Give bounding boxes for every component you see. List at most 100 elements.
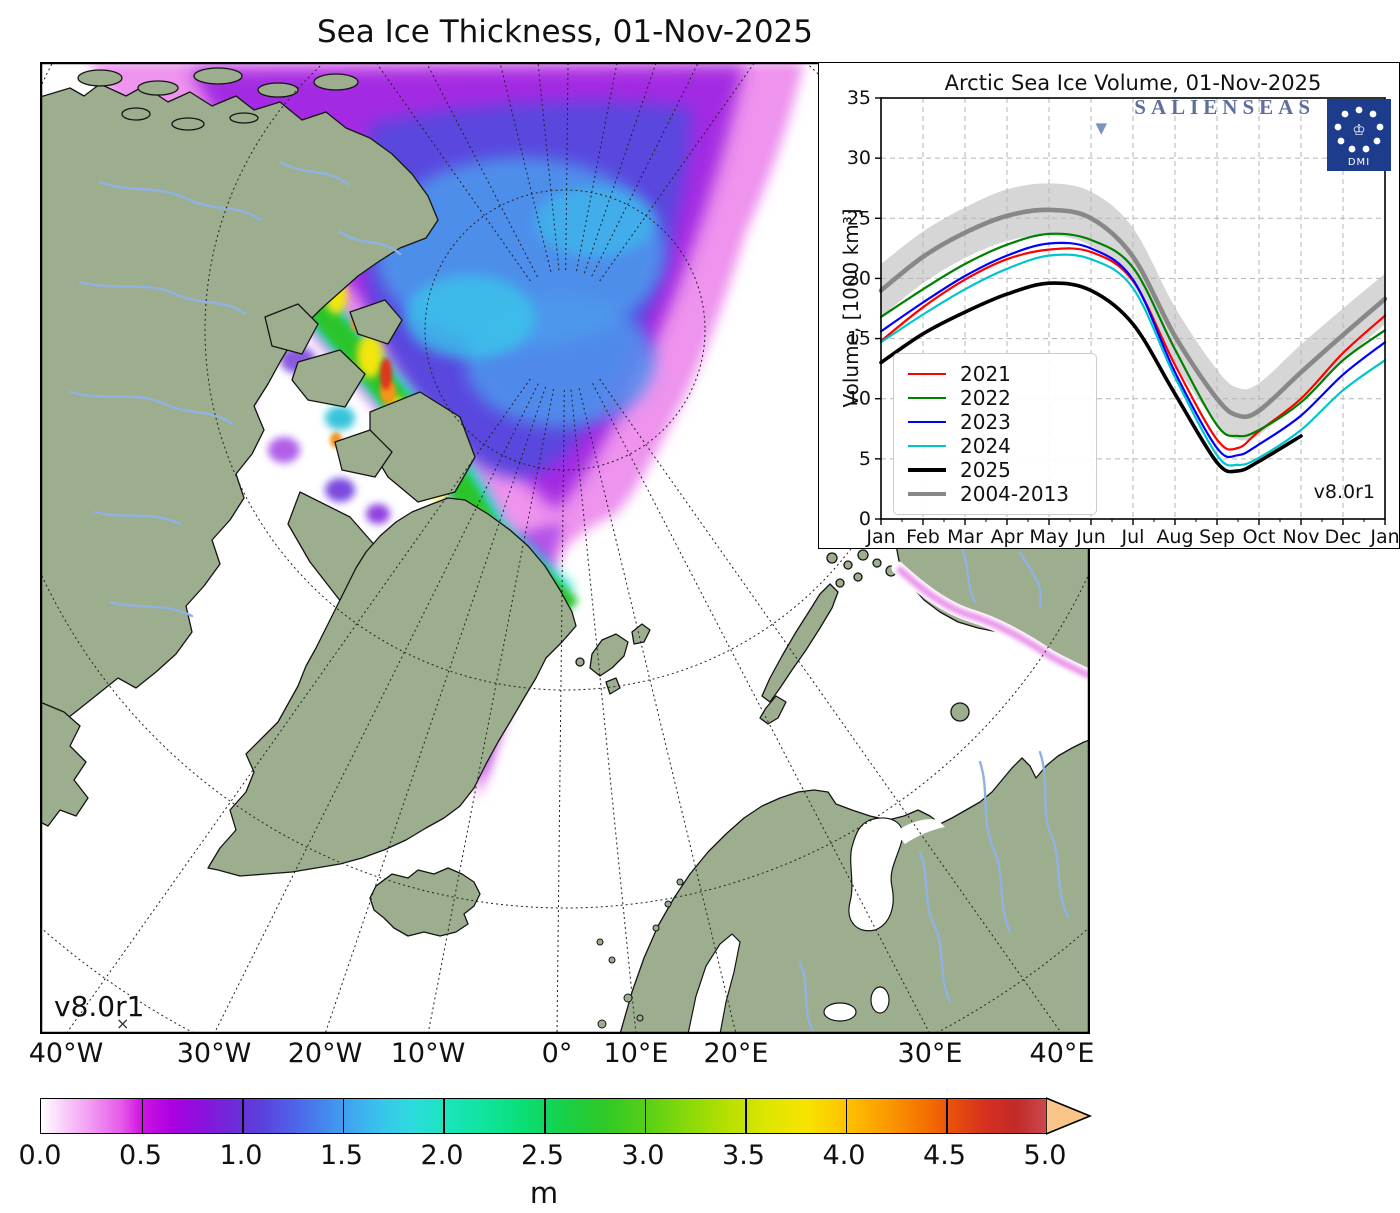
lon-label: 30°E [897, 1038, 963, 1069]
lake-ladoga [823, 1002, 857, 1022]
legend-row: 2025 [908, 458, 1086, 482]
y-tick-label: 20 [847, 267, 871, 289]
lon-label: 40°W [28, 1038, 104, 1069]
y-tick-label: 0 [859, 508, 871, 530]
month-tick-label: May [1029, 526, 1068, 547]
land-labrador [40, 701, 89, 827]
colorbar-tick [342, 1099, 345, 1133]
inset-y-axis-label: Volume, [1000 km³] [839, 208, 863, 408]
colorbar-tick-label: 0.0 [18, 1140, 62, 1171]
y-tick-label: 5 [859, 448, 871, 470]
colorbar-tick-label: 4.5 [923, 1140, 966, 1171]
y-tick-label: 10 [847, 388, 871, 410]
colorbar-tick [644, 1099, 647, 1133]
white-sea-throat [895, 819, 945, 844]
map-version-label: v8.0r1 [54, 990, 145, 1023]
colorbar-tick [946, 1099, 948, 1133]
legend-row: 2024 [908, 434, 1086, 458]
rivers [68, 160, 1070, 1032]
colorbar-arrow [1046, 1097, 1093, 1135]
inset-chart-title: Arctic Sea Ice Volume, 01-Nov-2025 [944, 71, 1322, 95]
legend-label: 2022 [960, 386, 1011, 410]
legend-label: 2024 [960, 434, 1011, 458]
lake-onega [870, 986, 890, 1014]
month-tick-label: Nov [1282, 526, 1319, 547]
series-2023 [879, 241, 1387, 459]
series-2024 [879, 253, 1387, 467]
series-2004-2013 [878, 207, 1388, 420]
lon-label: 20°W [287, 1038, 363, 1069]
series-2025 [879, 281, 1303, 474]
colorbar-tick-label: 1.5 [320, 1140, 363, 1171]
inset-legend: 2021 2022 2023 2024 2025 2004-2013 [893, 353, 1097, 515]
y-tick-label: 30 [847, 147, 871, 169]
month-tick-label: Jul [1121, 526, 1145, 547]
month-tick-label: Apr [991, 526, 1024, 547]
y-tick-label: 15 [847, 328, 871, 350]
month-tick-label: Dec [1325, 526, 1362, 547]
colorbar-tick-label: 2.5 [521, 1140, 564, 1171]
salienseas-logo: SALIENSEAS [1134, 95, 1315, 119]
legend-label: 2025 [960, 458, 1011, 482]
legend-swatch-2024 [908, 444, 946, 448]
lon-label: 20°E [703, 1038, 769, 1069]
land-kolguev [950, 702, 970, 722]
lon-label: 40°E [1029, 1038, 1095, 1069]
lon-label: 10°W [390, 1038, 466, 1069]
thickness-colorbar [40, 1098, 1048, 1134]
month-tick-label: Feb [906, 526, 940, 547]
legend-swatch-2023 [908, 420, 946, 424]
colorbar-tick [443, 1099, 445, 1133]
kara-channel [891, 561, 1090, 683]
colorbar-tick-label: 1.0 [219, 1140, 263, 1171]
colorbar-tick-label: 3.5 [722, 1140, 765, 1171]
land-north-america [40, 83, 439, 735]
colorbar-unit-label: m [529, 1176, 559, 1210]
land-arctic-islands [77, 67, 476, 633]
colorbar-tick-label: 4.0 [822, 1140, 866, 1171]
land-iceland [369, 867, 481, 937]
dmi-crown-icon: ♔ [1352, 121, 1365, 139]
y-tick-label: 35 [847, 87, 871, 109]
colorbar-tick-label: 2.0 [420, 1140, 464, 1171]
colorbar-tick [242, 1099, 244, 1133]
month-tick-label: Oct [1243, 526, 1276, 547]
legend-label: 2021 [960, 362, 1011, 386]
legend-label: 2004-2013 [960, 482, 1070, 506]
colorbar-tick-label: 0.5 [119, 1140, 162, 1171]
colorbar-tick [141, 1099, 144, 1133]
colorbar-tick-label: 3.0 [621, 1140, 665, 1171]
month-tick-label: Aug [1156, 526, 1193, 547]
inset-version-label: v8.0r1 [1313, 481, 1375, 503]
land-novaya-zemlya [759, 583, 839, 725]
legend-row: 2021 [908, 362, 1086, 386]
lon-label: 10°E [603, 1038, 669, 1069]
legend-swatch-2025 [908, 468, 946, 472]
volume-inset-chart: Arctic Sea Ice Volume, 01-Nov-2025 Volum… [818, 62, 1400, 549]
legend-label: 2023 [960, 410, 1011, 434]
month-tick-label: Jan [1369, 526, 1398, 547]
map-x-marker: × [116, 1014, 130, 1033]
land-greenland [207, 497, 577, 877]
month-tick-label: Sep [1199, 526, 1235, 547]
salienseas-anchor-icon: ▼ [1095, 119, 1107, 137]
dmi-logo: ♔ DMI [1327, 99, 1391, 171]
legend-swatch-2021 [908, 372, 946, 376]
dmi-text: DMI [1348, 157, 1370, 168]
lon-label: 0° [541, 1038, 573, 1069]
dmi-dot-ring [1334, 106, 1384, 153]
series-2021 [879, 247, 1387, 451]
gulf-of-bothnia [687, 933, 741, 1034]
colorbar-tick [544, 1099, 546, 1133]
legend-row: 2022 [908, 386, 1086, 410]
month-tick-label: Jan [865, 526, 895, 547]
page-title: Sea Ice Thickness, 01-Nov-2025 [316, 14, 813, 50]
y-tick-label: 25 [847, 207, 871, 229]
series-2022 [879, 232, 1387, 438]
legend-row: 2023 [908, 410, 1086, 434]
legend-row: 2004-2013 [908, 482, 1086, 506]
legend-swatch-2022 [908, 396, 946, 400]
colorbar-tick-label: 5.0 [1023, 1140, 1067, 1171]
month-tick-label: Jun [1075, 526, 1106, 547]
